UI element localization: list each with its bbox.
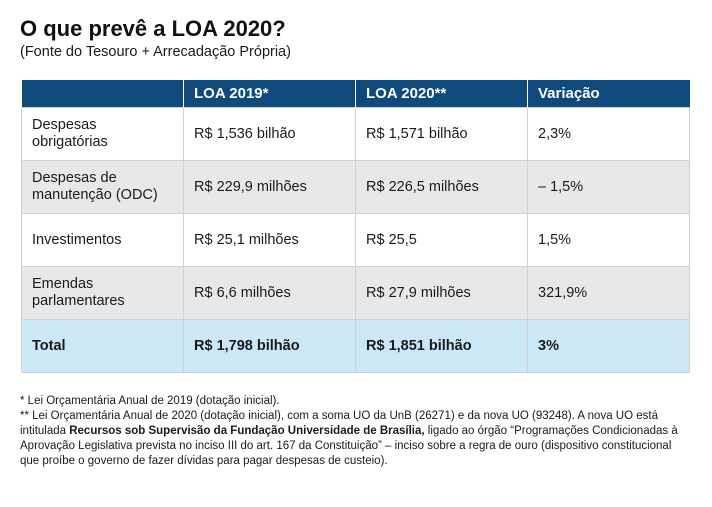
cell-loa2019: R$ 1,536 bilhão	[183, 107, 356, 161]
table-row: Emendas parlamentares R$ 6,6 milhões R$ …	[21, 266, 690, 320]
footnote-loa2020: ** Lei Orçamentária Anual de 2020 (dotaç…	[20, 409, 692, 469]
row-label: Despesas obrigatórias	[21, 107, 184, 161]
cell-loa2019: R$ 6,6 milhões	[183, 266, 356, 320]
page-title: O que prevê a LOA 2020?	[20, 16, 286, 41]
table-header-row: LOA 2019* LOA 2020** Variação	[21, 80, 690, 108]
row-label: Emendas parlamentares	[21, 266, 184, 320]
total-row: Total R$ 1,798 bilhão R$ 1,851 bilhão 3%	[21, 319, 690, 373]
cell-loa2020: R$ 226,5 milhões	[355, 160, 528, 214]
total-loa2019: R$ 1,798 bilhão	[183, 319, 356, 373]
total-variacao: 3%	[527, 319, 690, 373]
header-cell-variacao: Variação	[527, 80, 690, 108]
footnote-loa2020-text: ** Lei Orçamentária Anual de 2020 (dotaç…	[20, 410, 658, 437]
cell-loa2020: R$ 1,571 bilhão	[355, 107, 528, 161]
total-loa2020: R$ 1,851 bilhão	[355, 319, 528, 373]
row-label: Despesas de manutenção (ODC)	[21, 160, 184, 214]
cell-loa2019: R$ 25,1 milhões	[183, 213, 356, 267]
footnote-loa2019: * Lei Orçamentária Anual de 2019 (dotaçã…	[20, 395, 280, 407]
footnotes: * Lei Orçamentária Anual de 2019 (dotaçã…	[20, 394, 692, 469]
cell-loa2020: R$ 25,5	[355, 213, 528, 267]
loa-comparison-table: LOA 2019* LOA 2020** Variação Despesas o…	[21, 80, 690, 373]
cell-variacao: – 1,5%	[527, 160, 690, 214]
footnote-loa2020-end: ligado ao órgão “Programações Condiciona…	[20, 425, 678, 467]
header-cell-loa2020: LOA 2020**	[355, 80, 528, 108]
cell-variacao: 2,3%	[527, 107, 690, 161]
cell-loa2019: R$ 229,9 milhões	[183, 160, 356, 214]
row-label: Investimentos	[21, 213, 184, 267]
total-label: Total	[21, 319, 184, 373]
footnote-loa2020-bold: Recursos sob Supervisão da Fundação Univ…	[69, 425, 425, 437]
cell-variacao: 1,5%	[527, 213, 690, 267]
cell-variacao: 321,9%	[527, 266, 690, 320]
table-row: Despesas obrigatórias R$ 1,536 bilhão R$…	[21, 107, 690, 161]
header-cell-category	[21, 80, 184, 108]
table-row: Investimentos R$ 25,1 milhões R$ 25,5 1,…	[21, 213, 690, 267]
page-subtitle: (Fonte do Tesouro + Arrecadação Própria)	[20, 44, 291, 60]
header-cell-loa2019: LOA 2019*	[183, 80, 356, 108]
cell-loa2020: R$ 27,9 milhões	[355, 266, 528, 320]
table-row: Despesas de manutenção (ODC) R$ 229,9 mi…	[21, 160, 690, 214]
